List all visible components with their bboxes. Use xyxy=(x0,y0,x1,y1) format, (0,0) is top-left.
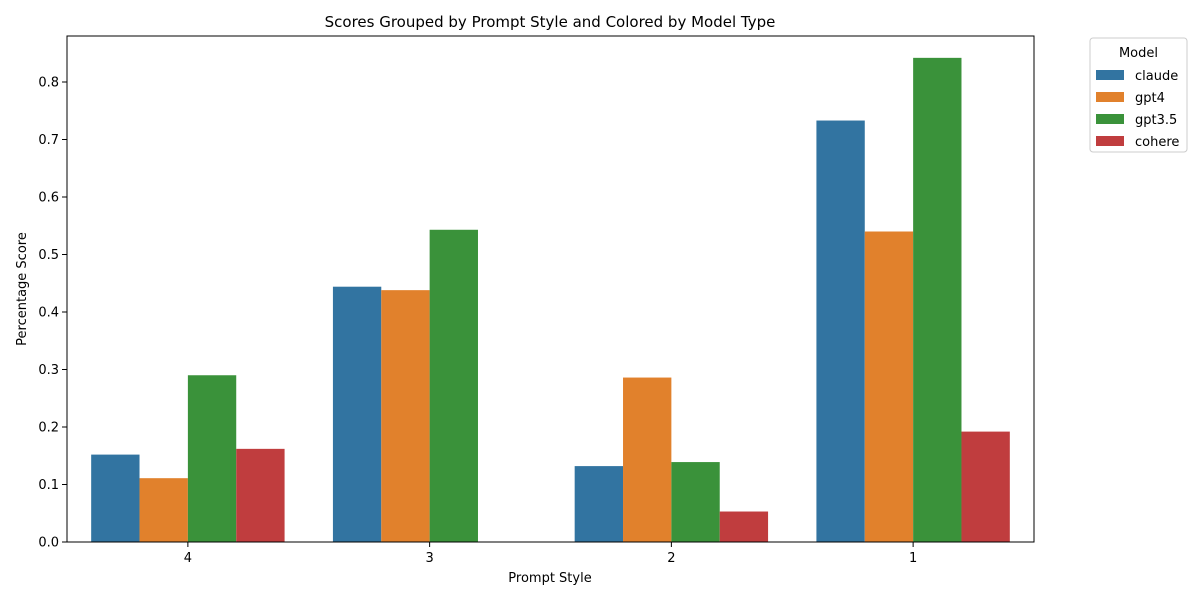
x-tick-label: 1 xyxy=(909,551,917,566)
bar-cohere-style-1 xyxy=(961,431,1010,542)
bar-gpt4-style-3 xyxy=(381,290,430,542)
x-tick-label: 2 xyxy=(667,551,675,566)
x-axis: 4 3 2 1 xyxy=(184,542,917,566)
y-tick-label: 0.1 xyxy=(38,478,59,493)
legend: Model claude gpt4 gpt3.5 cohere xyxy=(1089,37,1188,153)
y-tick-label: 0.5 xyxy=(38,248,59,263)
legend-swatch-gpt4 xyxy=(1096,92,1124,102)
bar-gpt3-5-style-2 xyxy=(671,462,720,542)
y-tick-label: 0.2 xyxy=(38,421,59,436)
y-tick-label: 0.7 xyxy=(38,133,59,148)
bar-gpt3-5-style-4 xyxy=(187,375,237,542)
bar-claude-style-2 xyxy=(574,466,624,542)
y-tick-label: 0.8 xyxy=(38,76,59,91)
bar-claude-style-3 xyxy=(332,286,382,542)
legend-swatch-cohere xyxy=(1096,136,1124,146)
y-axis: 0.0 0.1 0.2 0.3 0.4 0.5 0.6 0.7 0.8 xyxy=(38,76,67,551)
x-tick-label: 3 xyxy=(425,551,433,566)
bar-claude-style-4 xyxy=(91,454,140,542)
chart-title: Scores Grouped by Prompt Style and Color… xyxy=(325,13,776,31)
legend-swatch-claude xyxy=(1096,70,1124,80)
x-tick-label: 4 xyxy=(184,551,192,566)
bar-gpt3-5-style-3 xyxy=(429,229,478,542)
bar-gpt4-style-1 xyxy=(864,231,914,542)
legend-title: Model xyxy=(1119,46,1158,61)
x-axis-label: Prompt Style xyxy=(508,571,591,586)
y-tick-label: 0.3 xyxy=(38,363,59,378)
y-tick-label: 0.4 xyxy=(38,306,59,321)
legend-label-claude: claude xyxy=(1135,69,1178,84)
bar-gpt3-5-style-1 xyxy=(913,57,962,542)
legend-label-gpt3-5: gpt3.5 xyxy=(1135,113,1177,128)
y-tick-label: 0.0 xyxy=(38,536,59,551)
bar-claude-style-1 xyxy=(816,120,865,542)
legend-label-gpt4: gpt4 xyxy=(1135,91,1165,106)
plot-frame xyxy=(66,35,1035,543)
bar-cohere-style-2 xyxy=(719,511,769,542)
legend-swatch-gpt3-5 xyxy=(1096,114,1124,124)
bar-cohere-style-4 xyxy=(236,448,285,542)
legend-label-cohere: cohere xyxy=(1135,135,1179,150)
plot-area xyxy=(66,35,1035,543)
y-axis-label: Percentage Score xyxy=(15,232,30,346)
y-tick-label: 0.6 xyxy=(38,191,59,206)
bar-gpt4-style-4 xyxy=(139,478,188,542)
bar-gpt4-style-2 xyxy=(623,377,672,542)
